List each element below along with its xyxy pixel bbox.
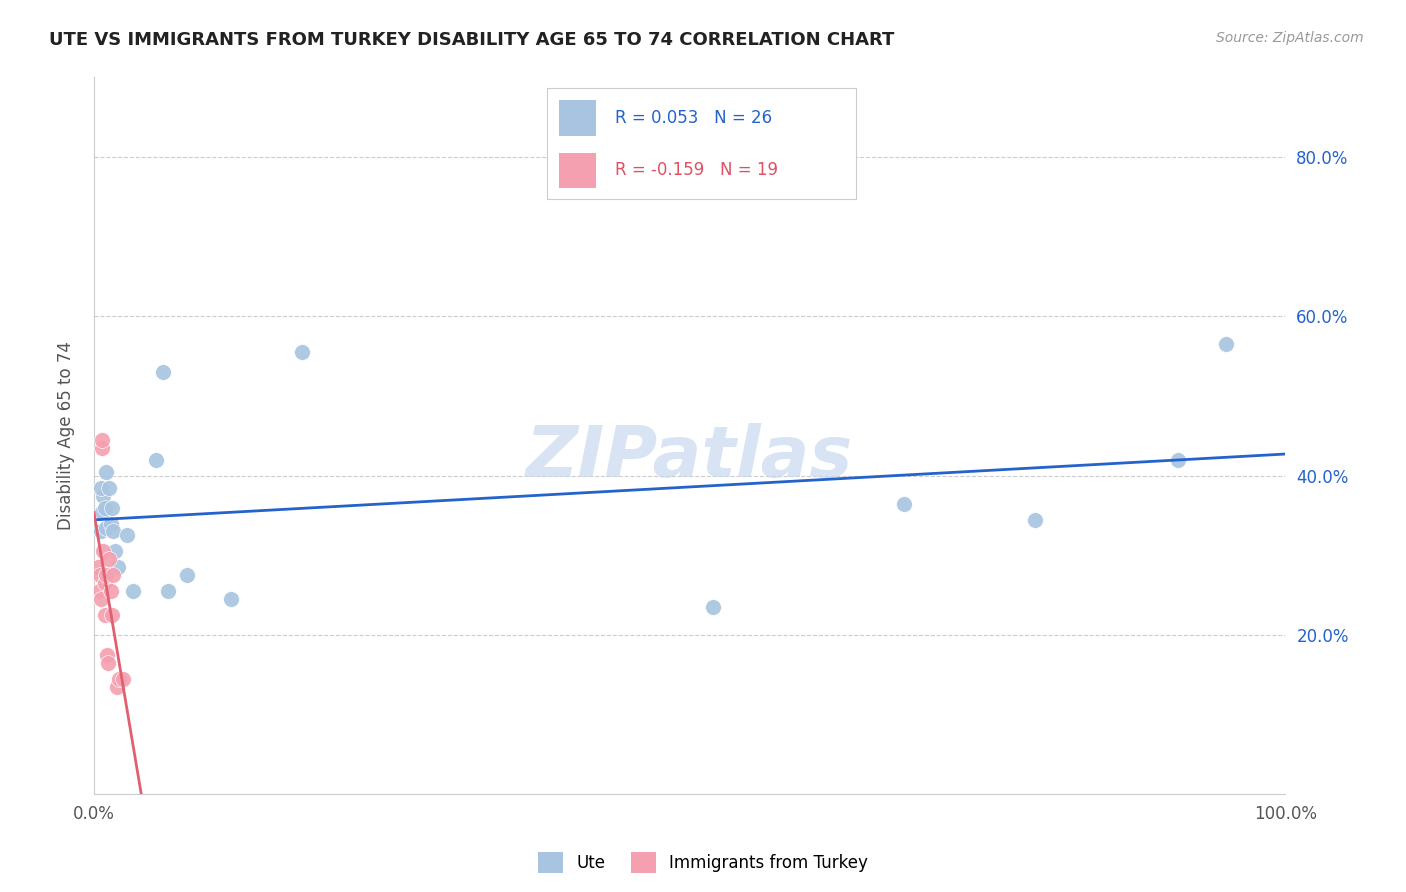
Point xyxy=(87,584,110,599)
Point xyxy=(86,560,108,574)
Point xyxy=(94,465,117,479)
Point xyxy=(1215,337,1237,351)
Text: Source: ZipAtlas.com: Source: ZipAtlas.com xyxy=(1216,31,1364,45)
Y-axis label: Disability Age 65 to 74: Disability Age 65 to 74 xyxy=(58,342,75,531)
Point xyxy=(97,656,120,670)
Point xyxy=(101,608,124,623)
Point xyxy=(117,528,139,542)
Point xyxy=(93,608,115,623)
Point xyxy=(107,560,129,574)
Point xyxy=(91,433,114,447)
Point xyxy=(91,441,114,455)
Point xyxy=(98,481,121,495)
Text: ZIPatlas: ZIPatlas xyxy=(526,423,853,491)
Point xyxy=(90,592,112,607)
Legend: Ute, Immigrants from Turkey: Ute, Immigrants from Turkey xyxy=(531,846,875,880)
Point xyxy=(94,568,117,582)
Point xyxy=(1167,452,1189,467)
Point xyxy=(93,544,115,558)
Point xyxy=(101,568,124,582)
Point xyxy=(101,500,124,515)
Point xyxy=(94,520,117,534)
Point xyxy=(90,481,112,495)
Point xyxy=(219,592,242,607)
Point xyxy=(122,584,145,599)
Point xyxy=(100,584,122,599)
Point xyxy=(291,345,314,359)
Point xyxy=(105,680,128,694)
Point xyxy=(98,552,121,566)
Point xyxy=(96,648,118,662)
Point xyxy=(93,500,115,515)
Point xyxy=(108,672,131,686)
Point xyxy=(104,544,127,558)
Text: UTE VS IMMIGRANTS FROM TURKEY DISABILITY AGE 65 TO 74 CORRELATION CHART: UTE VS IMMIGRANTS FROM TURKEY DISABILITY… xyxy=(49,31,894,49)
Point xyxy=(91,505,114,519)
Point xyxy=(152,365,174,379)
Point xyxy=(100,516,122,531)
Point xyxy=(893,497,915,511)
Point xyxy=(93,489,115,503)
Point xyxy=(1024,512,1046,526)
Point xyxy=(145,452,167,467)
Point xyxy=(702,600,724,615)
Point xyxy=(111,672,134,686)
Point xyxy=(89,568,111,582)
Point xyxy=(90,524,112,539)
Point xyxy=(93,576,115,591)
Point xyxy=(156,584,179,599)
Point xyxy=(176,568,198,582)
Point xyxy=(101,524,124,539)
